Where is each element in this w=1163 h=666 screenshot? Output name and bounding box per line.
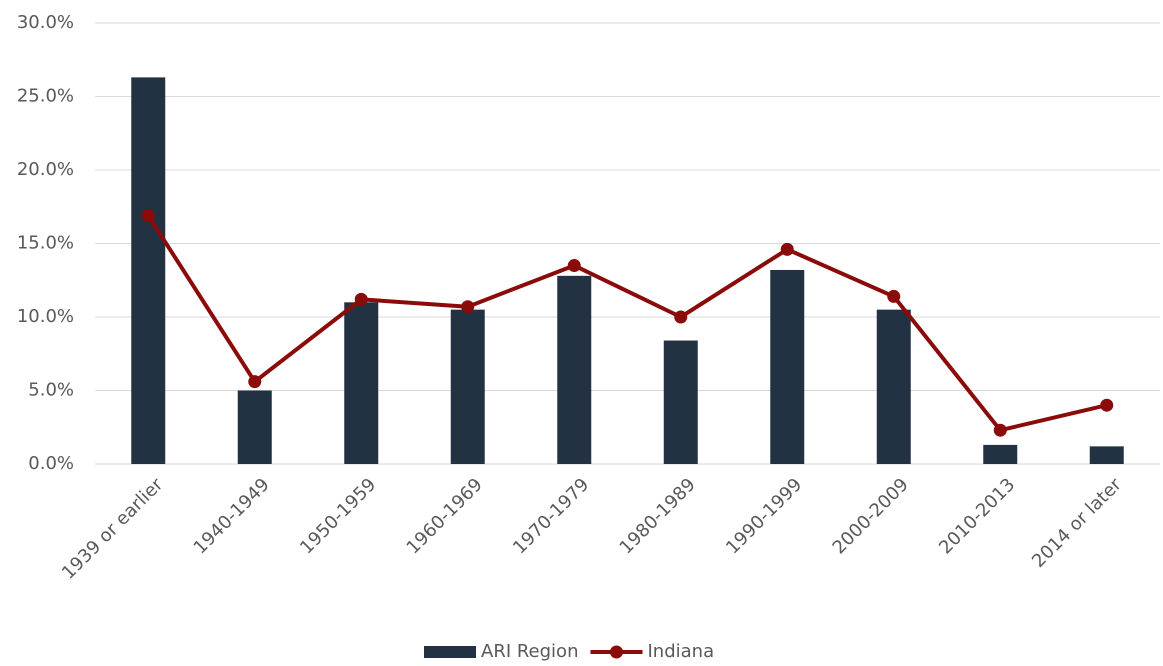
bar <box>557 275 592 464</box>
x-tick-label: 1950-1959 <box>296 474 380 558</box>
x-tick-label: 1980-1989 <box>616 474 700 558</box>
x-tick-label: 2014 or later <box>1028 474 1126 572</box>
x-tick-label: 1960-1969 <box>403 474 487 558</box>
y-tick-label: 15.0% <box>17 233 74 254</box>
x-tick-label: 1970-1979 <box>509 474 593 558</box>
y-tick-label: 0.0% <box>28 453 74 474</box>
x-tick-label: 1990-1999 <box>722 474 806 558</box>
point <box>887 289 901 303</box>
legend-label: ARI Region <box>481 641 578 662</box>
x-tick-label: 1940-1949 <box>190 474 274 558</box>
legend-label: Indiana <box>647 641 714 662</box>
bar <box>131 77 166 464</box>
point <box>993 423 1007 437</box>
y-tick-label: 30.0% <box>17 12 74 33</box>
bar <box>663 340 698 464</box>
point <box>354 292 368 306</box>
point <box>674 310 688 324</box>
bar <box>1089 446 1124 464</box>
bar <box>237 390 272 464</box>
legend: ARI Region Indiana <box>424 641 714 662</box>
line <box>146 214 1108 433</box>
point <box>461 300 475 314</box>
point <box>1100 398 1114 412</box>
y-tick-label: 25.0% <box>17 86 74 107</box>
bar <box>450 309 485 464</box>
point <box>141 209 155 223</box>
bar <box>983 444 1018 464</box>
legend-swatch <box>609 645 623 659</box>
point <box>567 259 581 273</box>
bar <box>876 309 911 464</box>
point <box>248 375 262 389</box>
x-tick-label: 1939 or earlier <box>58 474 168 584</box>
legend-swatch <box>424 646 476 658</box>
x-tick-label: 2000-2009 <box>829 474 913 558</box>
point <box>780 242 794 256</box>
y-tick-label: 20.0% <box>17 159 74 180</box>
y-tick-label: 5.0% <box>28 380 74 401</box>
bar <box>770 269 805 464</box>
bar <box>344 302 379 464</box>
x-tick-label: 2010-2013 <box>935 474 1019 558</box>
y-tick-label: 10.0% <box>17 306 74 327</box>
